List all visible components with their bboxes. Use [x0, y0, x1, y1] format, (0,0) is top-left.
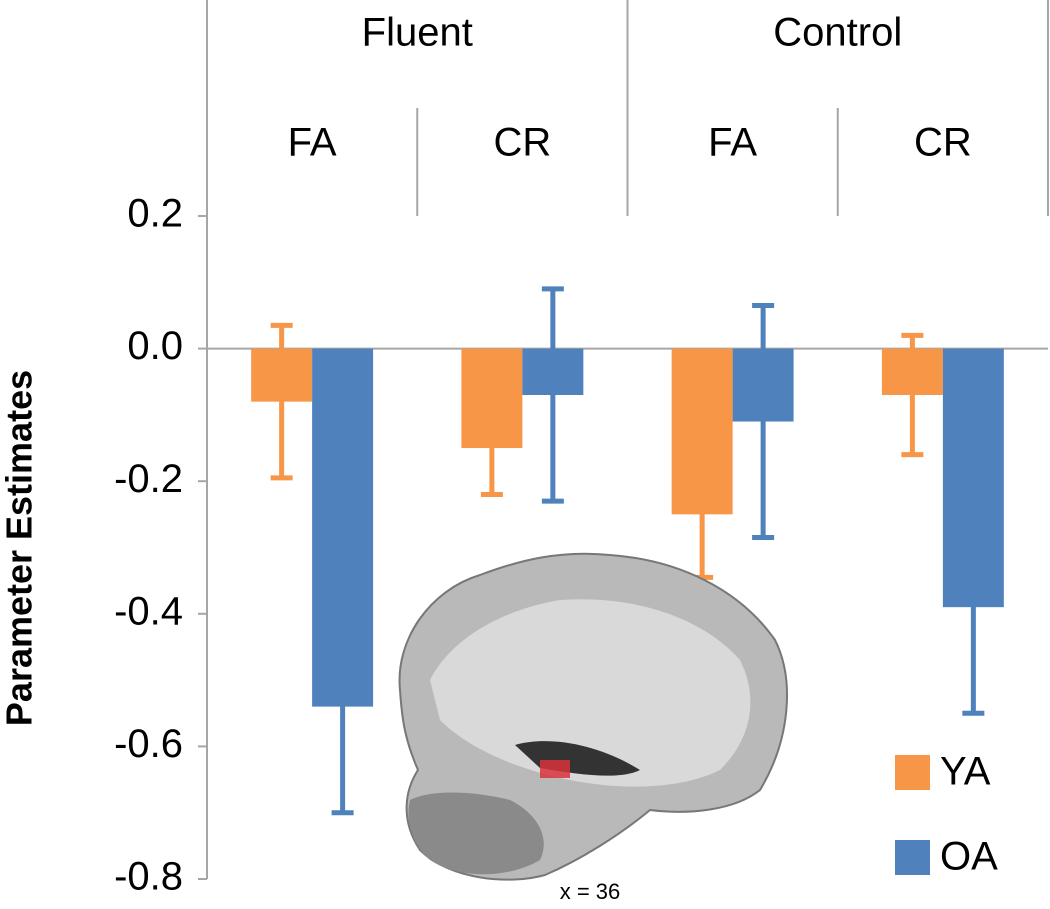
group-label: Fluent [362, 11, 473, 55]
bar [732, 348, 794, 422]
legend: YA OA [895, 750, 998, 879]
y-tick-label: -0.4 [114, 589, 183, 633]
y-axis-title: Parameter Estimates [0, 370, 40, 726]
category-label: FA [708, 121, 757, 165]
y-tick-label: 0.2 [127, 192, 183, 236]
legend-swatch [895, 755, 930, 790]
plot-area: 0.2 0.0 -0.2 -0.4 -0.6 -0.8 Fluent Control FA CR F… [114, 0, 1049, 899]
category-label: FA [288, 121, 337, 165]
group-label: Control [773, 11, 902, 55]
bar [251, 348, 313, 402]
legend-swatch [895, 840, 930, 875]
brain-matter [430, 599, 751, 787]
y-tick-label: 0.0 [127, 324, 183, 368]
cerebellum [408, 792, 544, 875]
bar [881, 348, 943, 396]
annotation: x = 36 [560, 879, 621, 904]
bar [312, 348, 374, 707]
brain-inset: x = 36 [398, 552, 788, 904]
category-label: CR [493, 121, 551, 165]
legend-label: YA [940, 750, 991, 794]
bar [461, 348, 523, 449]
legend-label: OA [940, 835, 998, 879]
activation-cluster [540, 760, 570, 778]
bar [942, 348, 1004, 608]
bar [671, 348, 733, 515]
y-tick-label: -0.6 [114, 722, 183, 766]
category-label: CR [914, 121, 972, 165]
bar [522, 348, 584, 396]
y-tick-label: -0.8 [114, 855, 183, 899]
y-tick-label: -0.2 [114, 457, 183, 501]
